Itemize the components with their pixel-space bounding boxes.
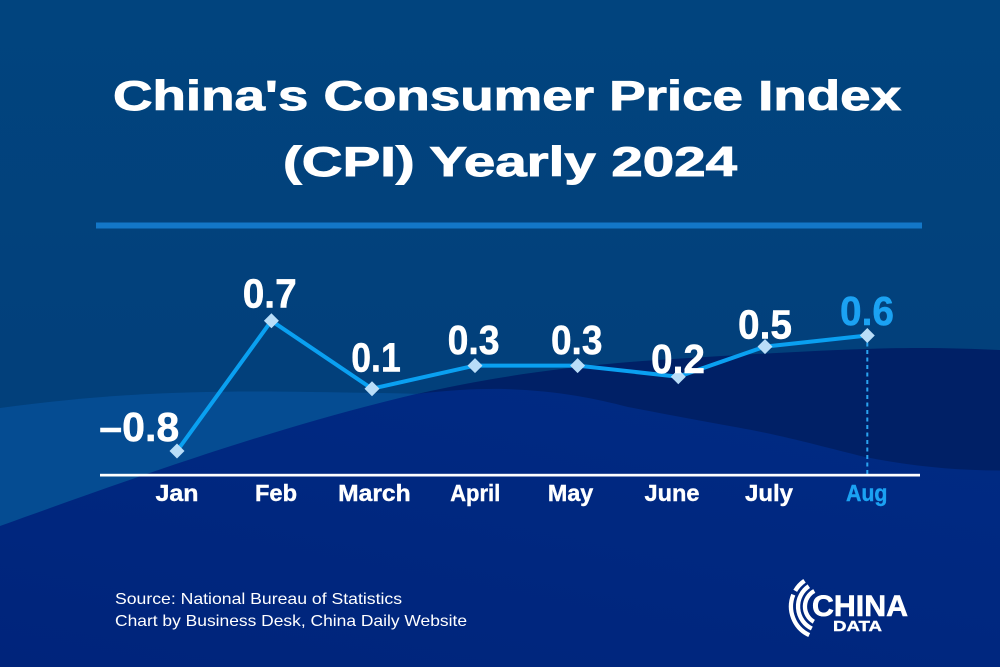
svg-text:0.5: 0.5 xyxy=(738,301,792,347)
svg-text:Jan: Jan xyxy=(156,480,199,506)
svg-text:Aug: Aug xyxy=(846,480,888,506)
svg-text:July: July xyxy=(745,480,793,506)
svg-text:0.7: 0.7 xyxy=(243,271,297,317)
svg-text:May: May xyxy=(548,480,594,506)
svg-text:0.3: 0.3 xyxy=(551,317,603,363)
svg-text:Source: National Bureau of Sta: Source: National Bureau of Statistics xyxy=(115,591,402,608)
svg-text:0.6: 0.6 xyxy=(840,288,894,334)
svg-text:China's Consumer Price Index: China's Consumer Price Index xyxy=(113,72,902,119)
svg-text:–0.8: –0.8 xyxy=(99,404,179,450)
svg-text:(CPI) Yearly 2024: (CPI) Yearly 2024 xyxy=(283,138,738,185)
svg-text:CHINA: CHINA xyxy=(812,590,908,623)
svg-text:Feb: Feb xyxy=(255,480,297,506)
svg-text:0.2: 0.2 xyxy=(651,336,705,382)
svg-text:June: June xyxy=(645,480,700,506)
svg-text:0.3: 0.3 xyxy=(448,317,500,363)
svg-text:April: April xyxy=(450,480,500,506)
svg-text:DATA: DATA xyxy=(833,618,882,635)
svg-text:March: March xyxy=(338,480,411,506)
svg-text:0.1: 0.1 xyxy=(351,335,401,381)
svg-text:Chart by Business Desk, China: Chart by Business Desk, China Daily Webs… xyxy=(115,613,467,630)
